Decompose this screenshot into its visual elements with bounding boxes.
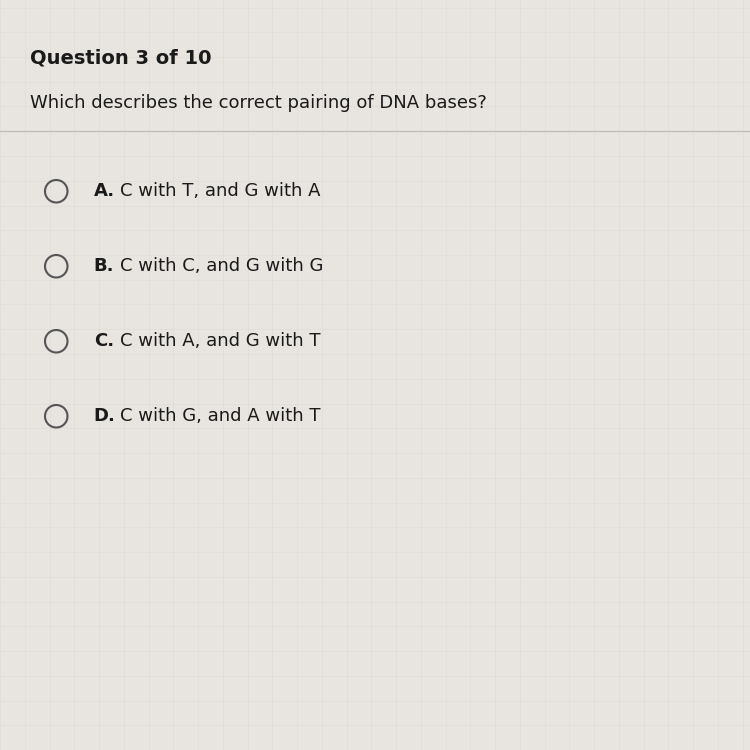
Text: C with G, and A with T: C with G, and A with T (120, 407, 320, 425)
Text: Which describes the correct pairing of DNA bases?: Which describes the correct pairing of D… (30, 94, 487, 112)
Text: D.: D. (94, 407, 116, 425)
Text: C with A, and G with T: C with A, and G with T (120, 332, 320, 350)
Text: A.: A. (94, 182, 115, 200)
Text: B.: B. (94, 257, 114, 275)
Text: C with T, and G with A: C with T, and G with A (120, 182, 320, 200)
Text: Question 3 of 10: Question 3 of 10 (30, 49, 211, 68)
Text: C.: C. (94, 332, 114, 350)
Text: C with C, and G with G: C with C, and G with G (120, 257, 323, 275)
